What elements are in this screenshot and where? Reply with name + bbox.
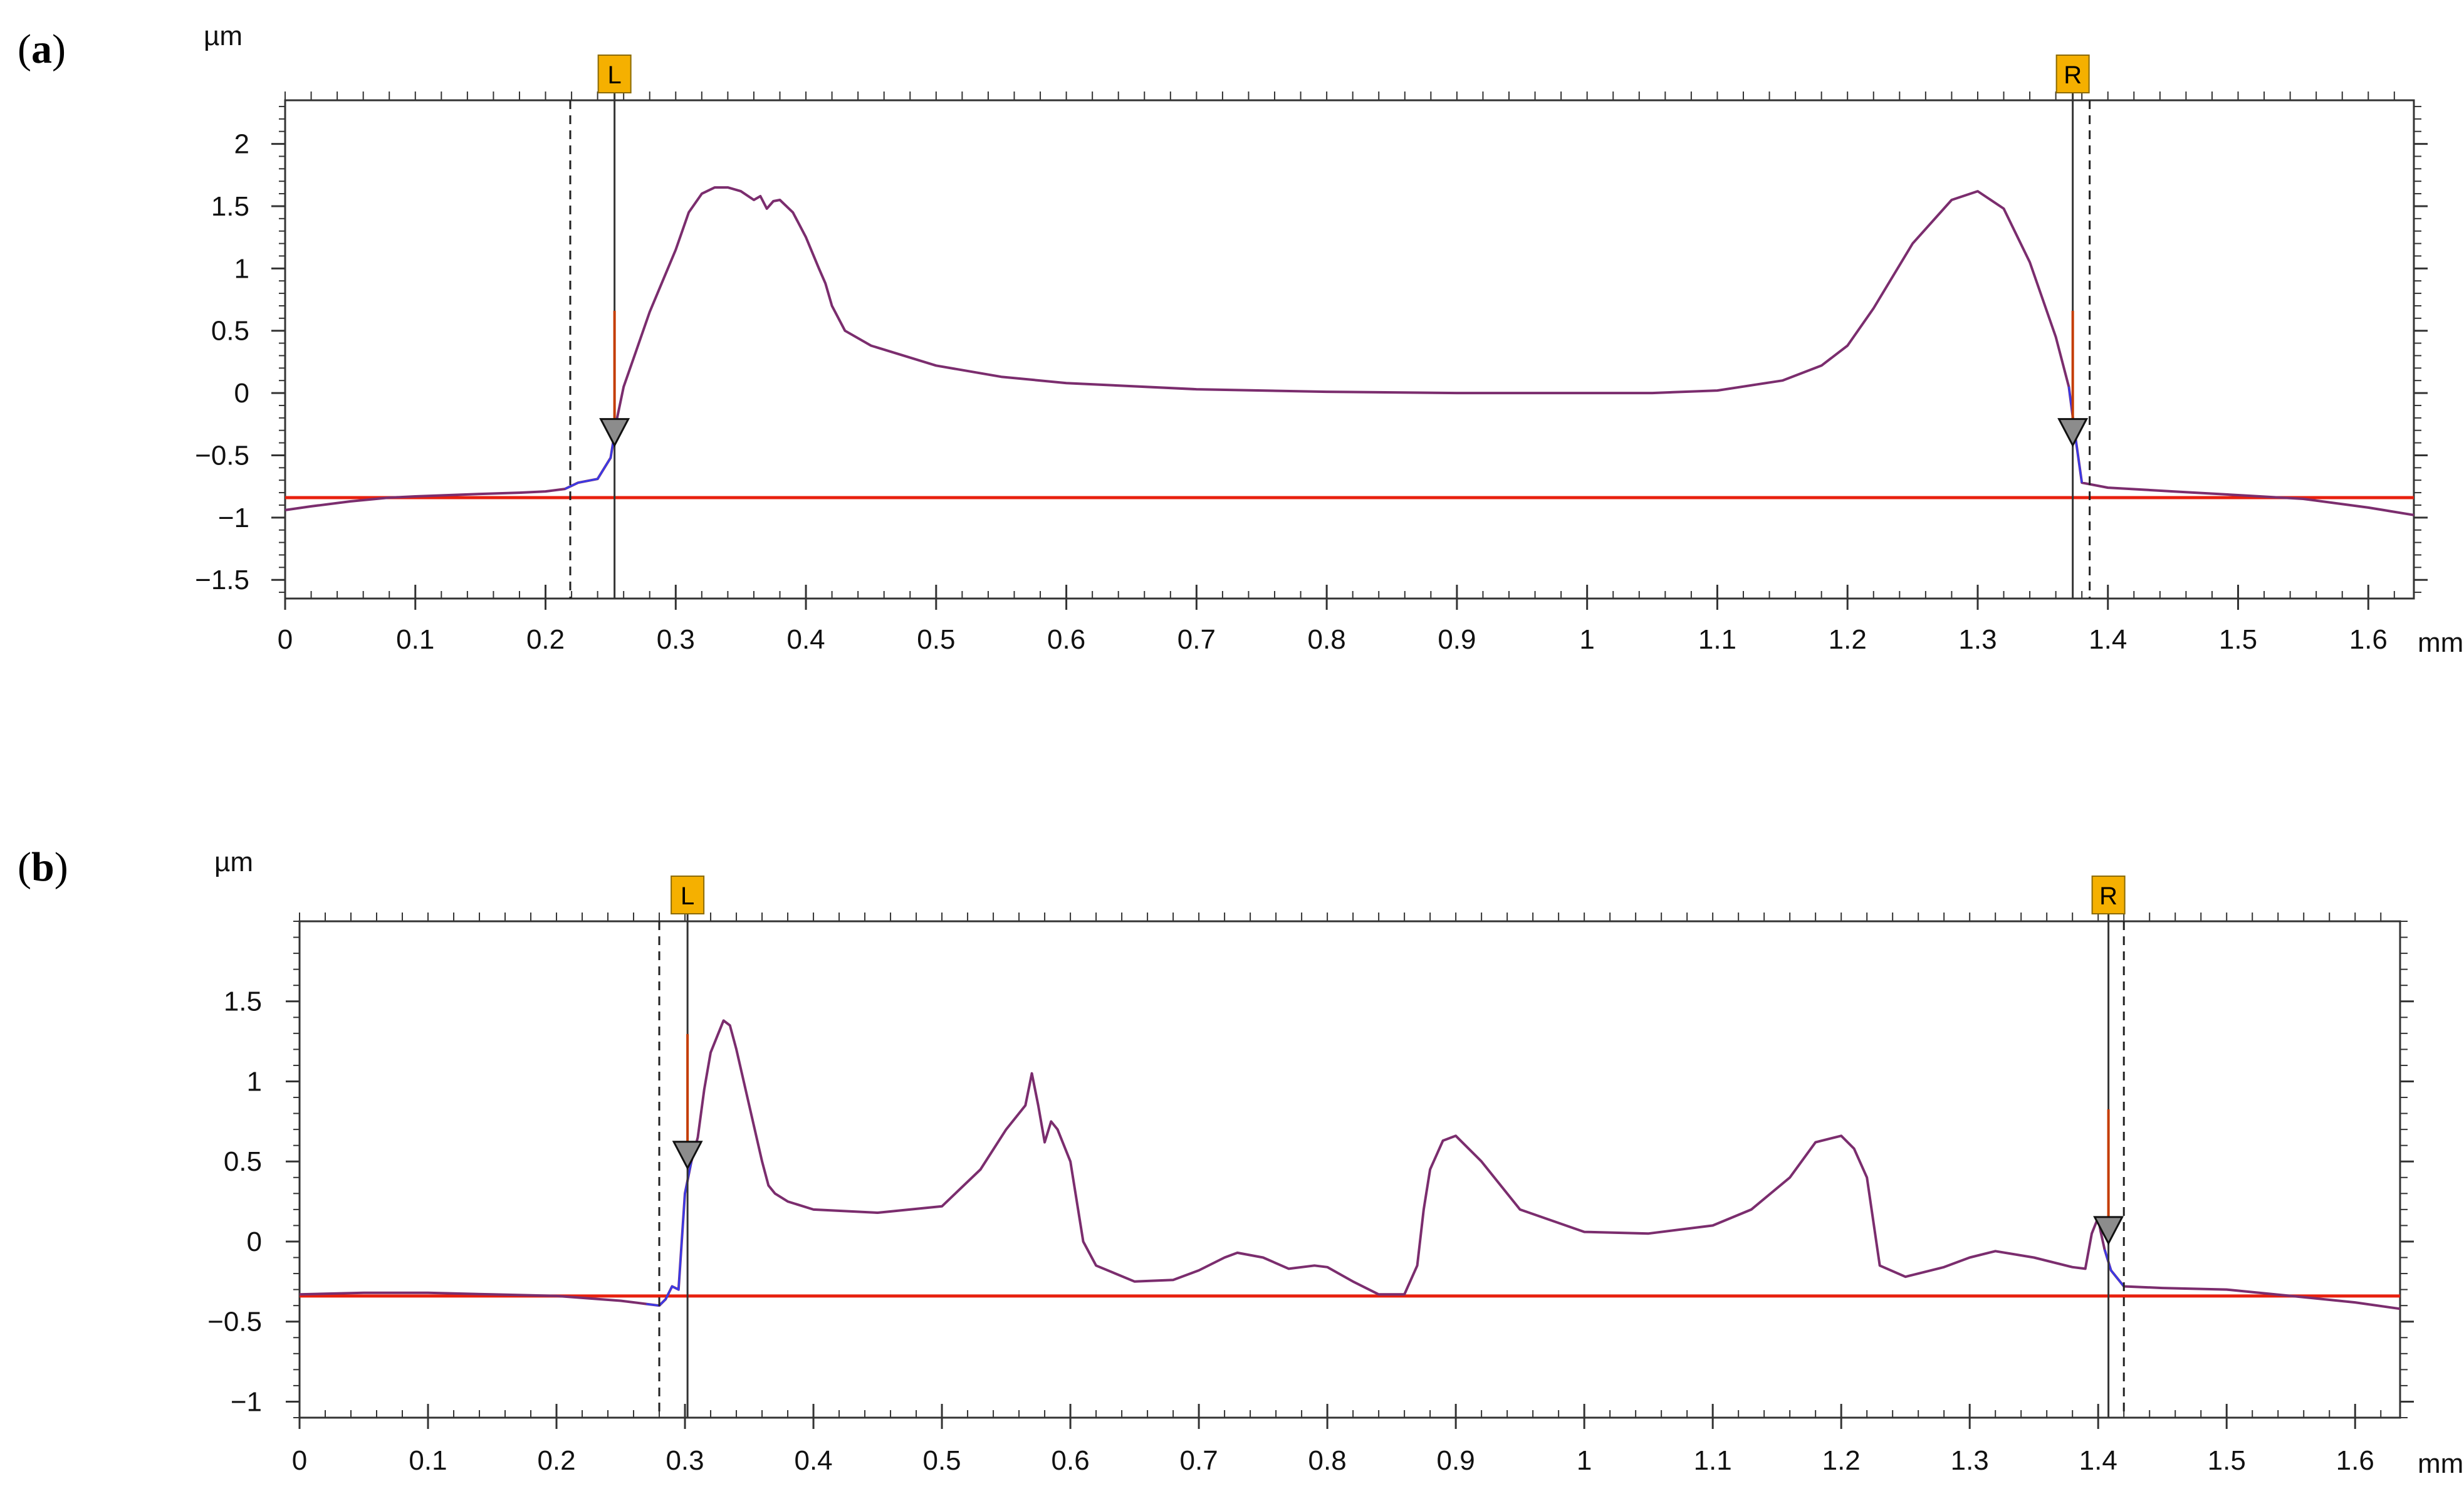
y-tick-label: 1.5 [224, 986, 262, 1017]
edge-profile-left [565, 417, 619, 490]
panel-b: (b) µm mm 0 0.1 0.2 0.3 0.4 0.5 0.6 0.7 0.8 0.9 1 1… [18, 844, 2463, 1479]
x-tick-label: 1.2 [1829, 624, 1867, 655]
x-tick-label: 0.1 [409, 1445, 447, 1476]
y-tick-label: 2 [234, 129, 249, 160]
y-unit-label: µm [204, 21, 243, 51]
marker-box [2091, 876, 2126, 914]
y-tick-label: 0.5 [211, 316, 249, 347]
x-tick-label: 0.8 [1308, 624, 1346, 655]
x-tick-label: 0.7 [1180, 1445, 1218, 1476]
marker-letter: R [2099, 882, 2117, 910]
edge-profile-right [2104, 1249, 2125, 1287]
x-tick-label: 0 [278, 624, 293, 655]
y-tick-label: 1.5 [211, 191, 249, 222]
y-tick-label: 0 [234, 378, 249, 409]
x-tick-label: 0.3 [666, 1445, 704, 1476]
x-tick-label: 0.2 [537, 1445, 575, 1476]
x-tick-label: 0.7 [1177, 624, 1216, 655]
marker-triangle [599, 418, 630, 447]
panel-a: (a) µm mm 0 0.1 0.2 0.3 0.4 0.5 0.6 0.7 0.8 0.9 1 1… [18, 21, 2463, 658]
x-tick-label: 1.1 [1694, 1445, 1732, 1476]
x-tick-label: 0.5 [922, 1445, 961, 1476]
x-tick-label: 1.6 [2349, 624, 2388, 655]
y-tick-label: 0 [247, 1227, 262, 1257]
y-tick-label: −1.5 [195, 565, 249, 595]
edge-profile-left [646, 1161, 692, 1307]
x-tick-label: 1.4 [2079, 1445, 2117, 1476]
x-tick-label: 0.6 [1052, 1445, 1090, 1476]
x-tick-label: 0.4 [786, 624, 825, 655]
x-tick-label: 0 [292, 1445, 307, 1476]
x-tick-label: 1 [1579, 624, 1594, 655]
marker-letter: L [608, 61, 622, 89]
x-tick-label: 1.6 [2336, 1445, 2374, 1476]
marker-triangle [2057, 418, 2089, 447]
y-tick-label: −0.5 [195, 440, 249, 471]
panel-a-label: (a) [18, 26, 66, 72]
y-tick-label: 1 [247, 1066, 262, 1097]
y-unit-label: µm [214, 847, 253, 877]
x-tick-label: 1 [1577, 1445, 1592, 1476]
plot-frame [284, 99, 2415, 600]
x-tick-label: 1.5 [2208, 1445, 2246, 1476]
x-tick-label: 1.1 [1698, 624, 1736, 655]
x-tick-label: 0.9 [1437, 1445, 1475, 1476]
x-tick-label: 0.5 [917, 624, 955, 655]
profile-line [285, 186, 2414, 516]
x-tick-label: 0.6 [1047, 624, 1085, 655]
x-tick-label: 1.5 [2219, 624, 2257, 655]
y-tick-label: −0.5 [207, 1307, 262, 1337]
y-tick-label: −1 [218, 503, 249, 533]
panel-b-label: (b) [18, 844, 68, 890]
x-tick-label: 0.8 [1308, 1445, 1347, 1476]
marker-box [2055, 55, 2090, 93]
marker-letter: R [2064, 61, 2082, 89]
y-tick-label: 1 [234, 253, 249, 284]
marker-triangle [2093, 1216, 2124, 1246]
x-tick-label: 1.2 [1822, 1445, 1861, 1476]
x-unit-label: mm [2418, 627, 2463, 658]
y-tick-label: 0.5 [224, 1146, 262, 1177]
x-tick-label: 0.3 [657, 624, 695, 655]
y-tick-label: −1 [231, 1386, 262, 1417]
x-tick-label: 1.4 [2089, 624, 2127, 655]
marker-box [597, 55, 632, 93]
marker-letter: L [681, 882, 694, 910]
x-tick-label: 0.1 [396, 624, 434, 655]
x-unit-label: mm [2418, 1448, 2463, 1479]
plot-frame [298, 920, 2401, 1419]
marker-triangle [672, 1141, 703, 1171]
x-tick-label: 0.2 [526, 624, 565, 655]
x-tick-label: 1.3 [1951, 1445, 1989, 1476]
marker-box [671, 876, 705, 914]
x-tick-label: 1.3 [1958, 624, 1997, 655]
profile-line [299, 1019, 2401, 1310]
x-tick-label: 0.9 [1438, 624, 1476, 655]
x-tick-label: 0.4 [794, 1445, 832, 1476]
